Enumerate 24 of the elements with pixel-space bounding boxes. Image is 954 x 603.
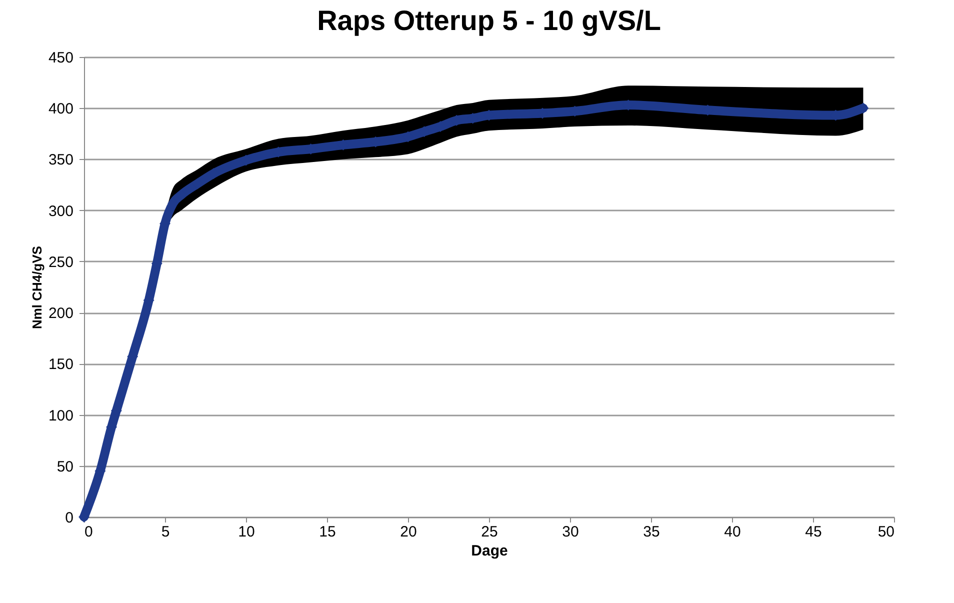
y-axis-title: Nml CH4/gVS [29,246,44,330]
x-tick-label: 40 [724,524,741,540]
y-tick-label: 50 [56,458,74,476]
x-tick-label: 0 [84,524,93,540]
x-tick-label: 25 [481,524,498,540]
x-tick-label: 5 [161,524,170,540]
x-tick-label: 10 [238,524,255,540]
x-tick-label: 15 [319,524,336,540]
y-tick-label: 450 [48,50,74,66]
y-tick-label: 350 [48,152,74,169]
x-tick-label: 45 [805,524,822,540]
x-tick-label: 30 [562,524,579,540]
y-tick-label: 250 [48,254,74,271]
chart-title: Raps Otterup 5 - 10 gVS/L [317,5,661,36]
x-axis-title: Dage [471,542,508,560]
y-tick-label: 200 [48,305,74,322]
y-tick-label: 150 [48,356,74,374]
y-tick-label: 400 [48,100,74,118]
x-tick-label: 35 [643,524,660,540]
y-tick-label: 300 [48,202,74,220]
y-tick-label: 0 [65,510,74,526]
y-tick-label: 100 [48,407,74,424]
x-tick-label: 50 [878,524,894,540]
x-tick-label: 20 [400,524,417,540]
